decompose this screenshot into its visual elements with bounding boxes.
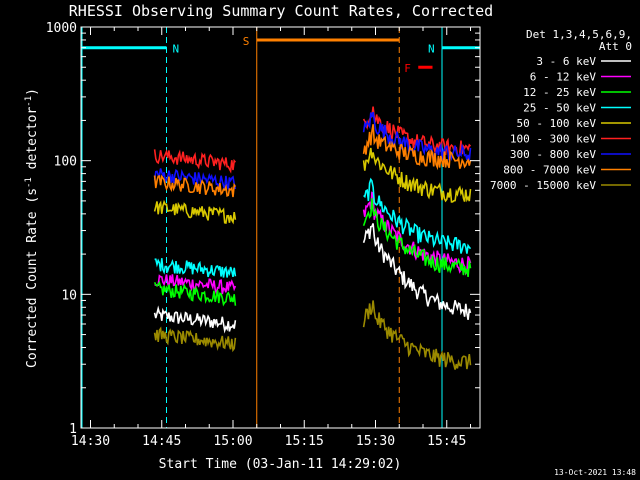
y-tick-label: 100 — [54, 155, 77, 170]
y-axis-label: Corrected Count Rate (s-1 detector-1) — [24, 88, 40, 368]
y-tick-label: 10 — [61, 288, 77, 303]
legend-header-2: Att 0 — [599, 40, 632, 53]
plot-area: N N S F — [81, 27, 481, 428]
y-axis-label-sup2: -1 — [24, 96, 34, 107]
axes: 14:30 14:45 15:00 15:15 15:30 15:45 1 10 100 1000 — [46, 21, 481, 449]
legend: 3 - 6 keV 6 - 12 keV 12 - 25 keV 25 - 50 ke… — [490, 28, 632, 192]
series-line-8 — [153, 124, 472, 198]
series-line-1 — [153, 223, 472, 334]
legend-label-1: 3 - 6 keV — [536, 55, 596, 68]
legend-label-4: 25 - 50 keV — [523, 102, 596, 115]
x-tick-label: 15:00 — [213, 434, 252, 449]
series-line-9 — [153, 300, 472, 370]
series-line-4 — [154, 177, 472, 278]
legend-label-5: 50 - 100 keV — [517, 117, 597, 130]
x-tick-label: 15:30 — [356, 434, 395, 449]
y-axis-label-end: ) — [25, 88, 40, 96]
y-tick-label: 1000 — [46, 21, 77, 36]
legend-label-9: 7000 - 15000 keV — [490, 179, 596, 192]
footer-date: 13-Oct-2021 13:48 — [554, 468, 636, 477]
x-tick-label: 15:45 — [427, 434, 466, 449]
y-tick-label: 1 — [69, 422, 77, 437]
series-line-7 — [153, 111, 472, 190]
legend-label-8: 800 - 7000 keV — [503, 164, 596, 177]
series-line-3 — [153, 198, 472, 307]
series-line-5 — [153, 147, 472, 225]
annotation-label-night: N — [173, 43, 180, 56]
legend-label-3: 12 - 25 keV — [523, 86, 596, 99]
y-axis-label-sup1: -1 — [24, 177, 34, 188]
annotation-label-saa: S — [243, 35, 250, 48]
chart-title: RHESSI Observing Summary Count Rates, Co… — [69, 2, 493, 20]
annotation-label-night: N — [428, 43, 435, 56]
y-axis-label-mid: detector — [25, 107, 40, 178]
x-tick-label: 14:45 — [142, 434, 181, 449]
x-axis-label: Start Time (03-Jan-11 14:29:02) — [159, 457, 402, 472]
annotation-label-flare: F — [404, 62, 411, 75]
y-axis-label-main: Corrected Count Rate (s — [25, 188, 40, 368]
legend-label-6: 100 - 300 keV — [510, 133, 596, 146]
x-tick-label: 15:15 — [285, 434, 324, 449]
legend-label-7: 300 - 800 keV — [510, 148, 596, 161]
x-tick-label: 14:30 — [71, 434, 110, 449]
legend-label-2: 6 - 12 keV — [530, 71, 597, 84]
legend-header-1: Det 1,3,4,5,6,9, — [526, 28, 632, 41]
